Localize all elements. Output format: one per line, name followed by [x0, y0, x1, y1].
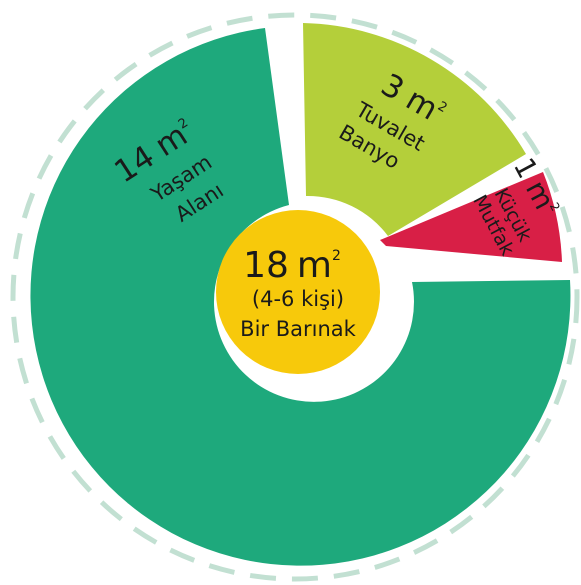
slice-yasam-alani: [30, 28, 571, 566]
center-circle: [216, 210, 380, 374]
slice-kucuk-mutfak: [380, 172, 562, 262]
slice-tuvalet-banyo: [303, 23, 526, 236]
label-kucuk-mutfak: 1m2 Küçük Mutfak: [468, 152, 563, 259]
outer-dashed-ring: [10, 12, 580, 582]
center-capacity: (4-6 kişi): [252, 287, 344, 311]
center-label: Bir Barınak: [240, 317, 356, 341]
center-value: 18 m2: [243, 245, 341, 286]
